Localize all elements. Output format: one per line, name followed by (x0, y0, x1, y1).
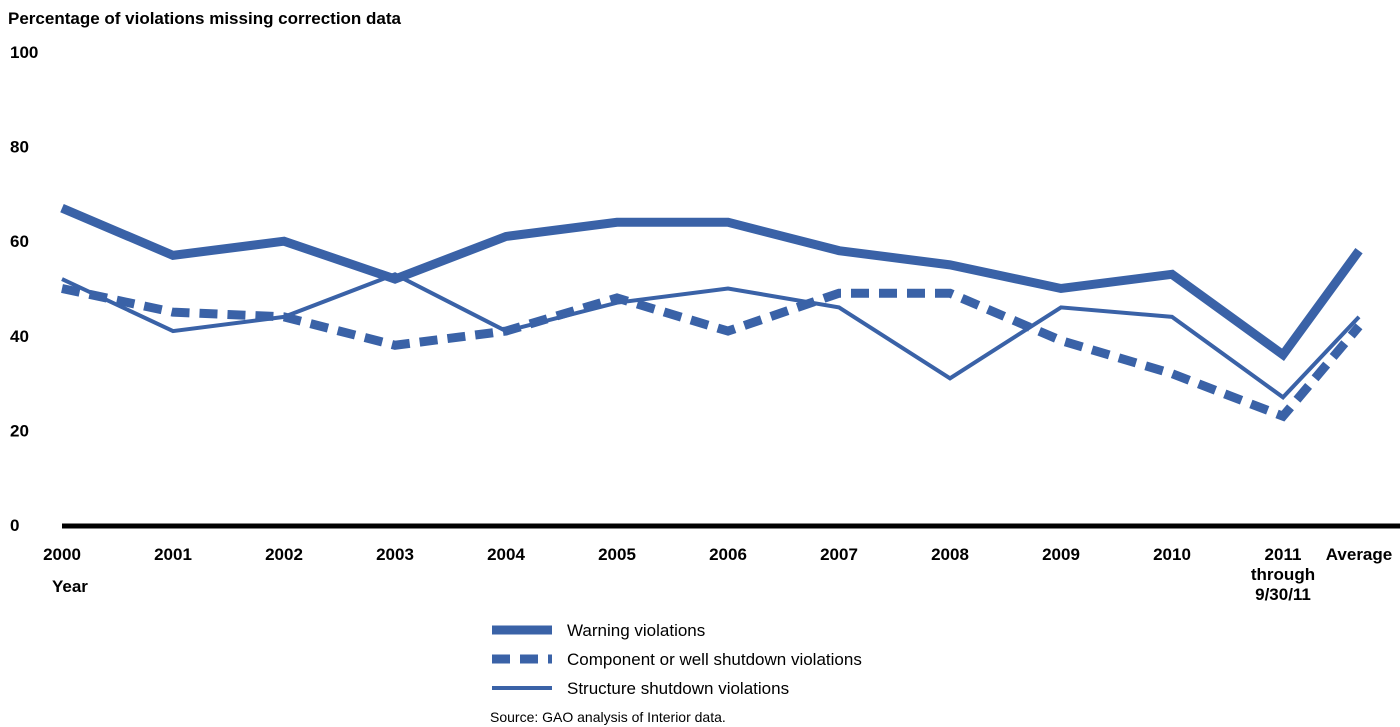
y-axis-ticks: 0 20 40 60 80 100 (10, 43, 38, 535)
legend: Warning violations Component or well shut… (492, 621, 862, 698)
y-tick-label: 0 (10, 516, 19, 535)
x-tick-label-line: 2003 (376, 545, 414, 564)
x-tick-label-line: 2005 (598, 545, 636, 564)
x-tick-label-line: through (1251, 565, 1315, 584)
x-tick-label: 2001 (154, 545, 192, 564)
x-tick-label-line: 2011 (1265, 545, 1302, 564)
x-tick-label: 2000 (43, 545, 81, 564)
x-tick-label: 2005 (598, 545, 636, 564)
x-tick-label-line: 2001 (154, 545, 192, 564)
x-tick-label-line: 2008 (931, 545, 969, 564)
x-tick-label-line: 2007 (820, 545, 858, 564)
x-tick-label: 2009 (1042, 545, 1080, 564)
x-tick-label: 2003 (376, 545, 414, 564)
x-tick-label: 2006 (709, 545, 747, 564)
x-tick-label-line: 2004 (487, 545, 525, 564)
y-tick-label: 40 (10, 327, 29, 346)
x-tick-label: Average (1326, 545, 1392, 564)
x-tick-label: 2004 (487, 545, 525, 564)
legend-label: Warning violations (567, 621, 705, 640)
x-axis-title: Year (52, 577, 88, 596)
x-tick-label: 2008 (931, 545, 969, 564)
series-line-thin (61, 272, 1361, 400)
x-tick-label-line: 2006 (709, 545, 747, 564)
series-lines (60, 203, 1363, 422)
y-tick-label: 60 (10, 232, 29, 251)
y-tick-label: 80 (10, 138, 29, 157)
source-note: Source: GAO analysis of Interior data. (490, 709, 726, 725)
series-line-dashed (61, 284, 1363, 422)
x-tick-label-line: 2002 (265, 545, 303, 564)
y-tick-label: 20 (10, 421, 29, 440)
series-line-thick (60, 203, 1363, 361)
legend-label: Structure shutdown violations (567, 679, 789, 698)
x-tick-label: 2007 (820, 545, 858, 564)
x-tick-label-line: Average (1326, 545, 1392, 564)
x-tick-label-line: 9/30/11 (1255, 585, 1311, 604)
x-tick-label: 2002 (265, 545, 303, 564)
x-tick-label-line: 2009 (1042, 545, 1080, 564)
x-tick-label: 2010 (1153, 545, 1191, 564)
x-tick-label-line: 2000 (43, 545, 81, 564)
legend-label: Component or well shutdown violations (567, 650, 862, 669)
x-tick-label-line: 2010 (1153, 545, 1191, 564)
y-tick-label: 100 (10, 43, 38, 62)
y-axis-title: Percentage of violations missing correct… (8, 9, 402, 28)
x-axis-ticks: 2000 2001 2002 2003 2004 2005 2006 2007 2008 2009… (43, 545, 1392, 604)
